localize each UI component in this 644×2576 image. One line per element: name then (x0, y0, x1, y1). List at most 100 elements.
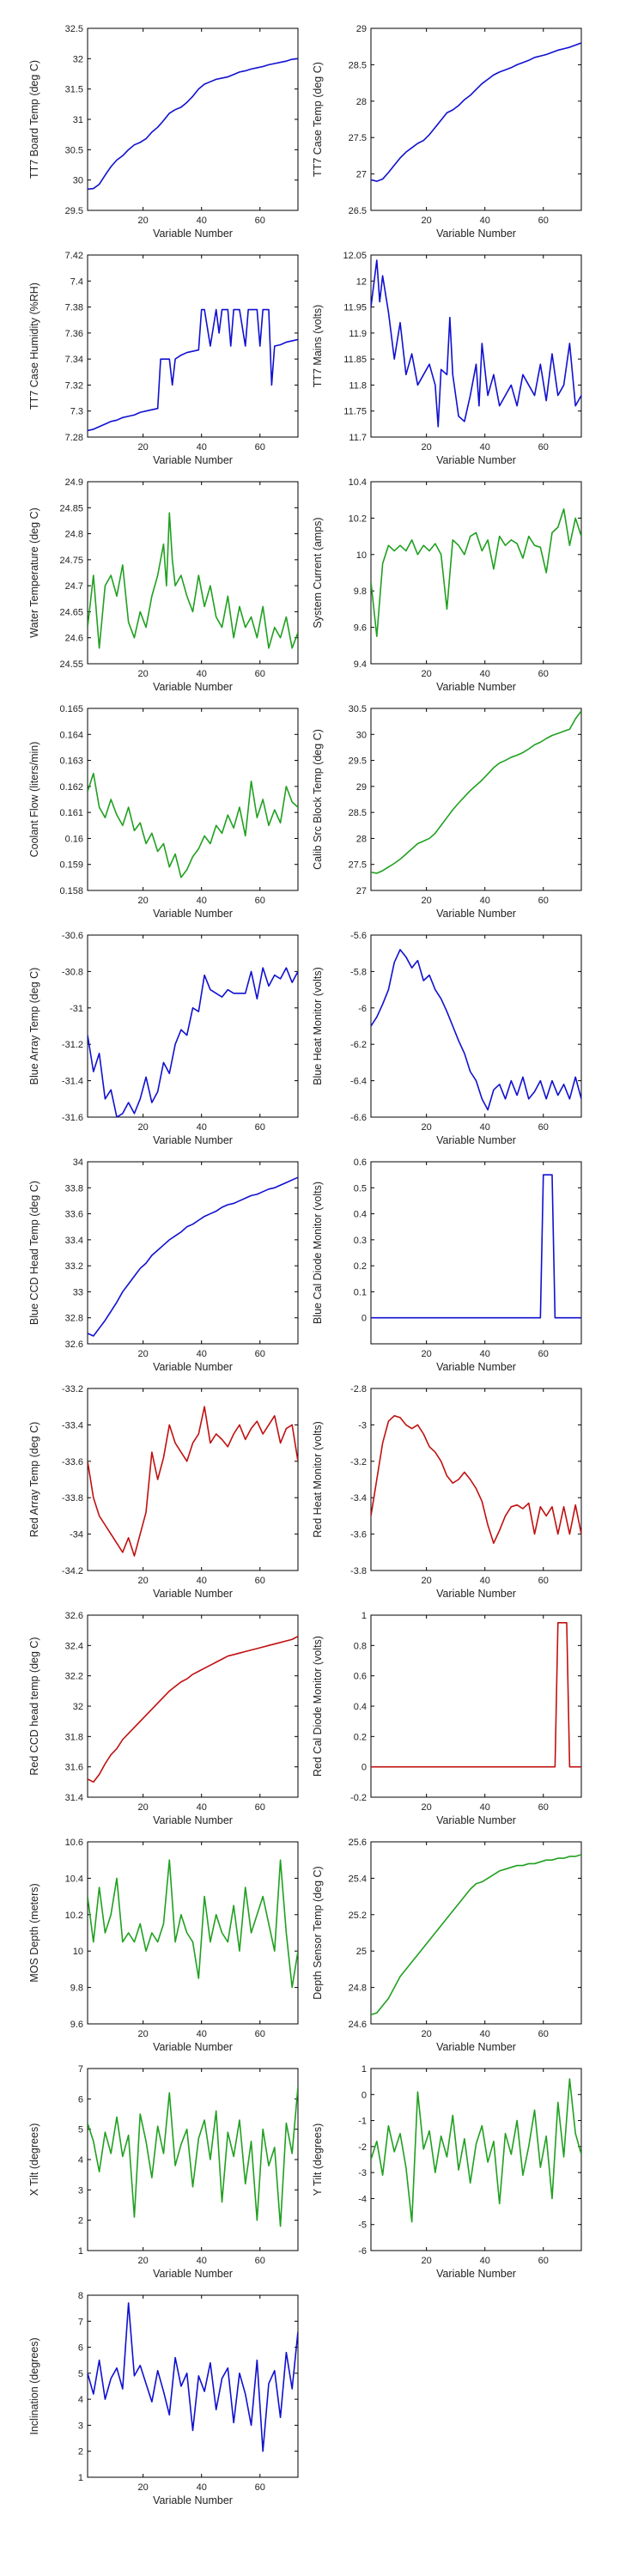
x-tick-label: 60 (538, 896, 549, 906)
y-tick-label: 9.8 (354, 586, 367, 597)
y-tick-label: 32.2 (65, 1672, 83, 1682)
x-tick-label: 60 (255, 1122, 265, 1133)
chart-panel: 20 40 60 32.6 32.8 33 33.2 33.4 33.6 33.8 34 Variab… (28, 1157, 299, 1373)
y-tick-label: 25 (356, 1947, 367, 1957)
x-tick-label: 20 (138, 2482, 149, 2493)
y-tick-label: 7.38 (65, 303, 83, 313)
y-tick-label: -31.4 (62, 1077, 83, 1087)
y-tick-label: 32.4 (65, 1641, 83, 1651)
x-tick-label: 40 (480, 442, 490, 453)
x-tick-label: 20 (422, 669, 432, 679)
x-tick-label: 20 (138, 1802, 149, 1813)
y-tick-label: -34 (70, 1530, 83, 1540)
y-tick-label: 0.3 (354, 1236, 367, 1246)
y-tick-label: 0 (361, 1763, 367, 1773)
plot-frame (370, 481, 582, 665)
y-tick-label: 27.5 (349, 860, 367, 871)
y-tick-label: 10.4 (349, 477, 367, 488)
series-line (371, 42, 581, 182)
plot-frame (87, 254, 299, 438)
plot-frame (87, 1841, 299, 2025)
x-tick-label: 60 (255, 669, 265, 679)
x-axis-label: Variable Number (153, 2494, 233, 2506)
y-tick-label: -30.6 (62, 931, 83, 941)
series-line (371, 710, 581, 874)
y-tick-label: 24.75 (59, 556, 83, 566)
y-tick-label: 32.8 (65, 1314, 83, 1324)
y-tick-label: 7 (78, 2064, 83, 2075)
y-tick-label: 6 (78, 2343, 83, 2354)
y-tick-label: 7.28 (65, 433, 83, 443)
x-tick-label: 40 (480, 2256, 490, 2266)
x-tick-label: 60 (255, 1349, 265, 1359)
y-tick-label: 0 (361, 1314, 367, 1324)
x-axis-label: Variable Number (153, 228, 233, 240)
y-tick-label: 10.4 (65, 1874, 83, 1884)
y-tick-label: -31.6 (62, 1113, 83, 1123)
series-line (88, 58, 298, 191)
series-line (88, 967, 298, 1117)
x-tick-label: 20 (138, 896, 149, 906)
y-axis-label: MOS Depth (meters) (28, 1883, 40, 1982)
y-tick-label: 33.6 (65, 1210, 83, 1220)
y-tick-label: 12 (356, 276, 367, 287)
y-tick-label: -3.2 (350, 1457, 367, 1467)
y-tick-label: 0.159 (59, 860, 83, 871)
y-tick-label: -31 (70, 1004, 83, 1014)
x-tick-label: 40 (197, 2256, 207, 2266)
plot-frame (370, 1614, 582, 1798)
y-tick-label: 25.6 (349, 1838, 367, 1848)
y-tick-label: 8 (78, 2291, 83, 2301)
y-tick-label: -6.2 (350, 1040, 367, 1050)
y-tick-label: 7.36 (65, 329, 83, 339)
y-tick-label: 10.6 (65, 1838, 83, 1848)
x-tick-label: 40 (480, 1122, 490, 1133)
y-tick-label: 0.4 (354, 1210, 367, 1220)
series-line (88, 1636, 298, 1783)
y-tick-label: -30.8 (62, 967, 83, 977)
y-tick-label: 30.5 (65, 145, 83, 155)
chart-panel: 20 40 60 9.6 9.8 10 10.2 10.4 10.6 Variable Numbe… (28, 1838, 299, 2053)
plot-frame (87, 1161, 299, 1345)
y-axis-label: Blue Cal Diode Monitor (volts) (312, 1182, 324, 1324)
y-tick-label: 25.4 (349, 1874, 367, 1884)
series-line (371, 949, 581, 1111)
y-axis-label: TT7 Case Humidity (%RH) (28, 283, 40, 410)
y-tick-label: 30 (73, 176, 83, 186)
chart-panel: 20 40 60 -6.6 -6.4 -6.2 -6 -5.8 -5.6 Variable Num… (312, 931, 582, 1146)
chart-panel: 20 40 60 -34.2 -34 -33.8 -33.6 -33.4 -33.2 Variab… (28, 1384, 299, 1600)
y-tick-label: 32.6 (65, 1611, 83, 1621)
x-axis-label: Variable Number (153, 1361, 233, 1373)
x-tick-label: 40 (480, 2029, 490, 2039)
y-tick-label: 12.05 (343, 251, 367, 261)
y-tick-label: -3 (358, 2168, 367, 2178)
x-tick-label: 20 (138, 1576, 149, 1586)
y-tick-label: -34.2 (62, 1566, 83, 1577)
y-tick-label: 4 (78, 2155, 83, 2166)
y-tick-label: 24.9 (65, 477, 83, 488)
series-line (88, 1859, 298, 1989)
y-axis-label: Inclination (degrees) (28, 2337, 40, 2434)
y-tick-label: 27 (356, 170, 367, 180)
y-tick-label: 28 (356, 97, 367, 107)
plot-frame (370, 1388, 582, 1571)
x-tick-label: 40 (197, 669, 207, 679)
y-tick-label: 27.5 (349, 133, 367, 143)
x-axis-label: Variable Number (436, 454, 516, 466)
y-axis-label: Water Temperature (deg C) (28, 507, 40, 637)
y-tick-label: 7.34 (65, 355, 83, 365)
x-tick-label: 20 (138, 442, 149, 453)
y-tick-label: -4 (358, 2194, 367, 2204)
y-tick-label: 31.4 (65, 1793, 83, 1803)
x-tick-label: 60 (538, 1122, 549, 1133)
y-tick-label: 0.8 (354, 1641, 367, 1651)
chart-panel: 20 40 60 7.28 7.3 7.32 7.34 7.36 7.38 7.4 7.42 Vari… (28, 251, 299, 466)
y-tick-label: -33.2 (62, 1384, 83, 1394)
series-line (371, 259, 581, 428)
y-tick-label: 33 (73, 1287, 83, 1297)
chart-panel: 20 40 60 -31.6 -31.4 -31.2 -31 -30.8 -30.6 Variab… (28, 931, 299, 1146)
y-tick-label: 33.2 (65, 1261, 83, 1272)
y-tick-label: -3.6 (350, 1530, 367, 1540)
series-line (88, 2087, 298, 2227)
y-tick-label: 29 (356, 782, 367, 793)
